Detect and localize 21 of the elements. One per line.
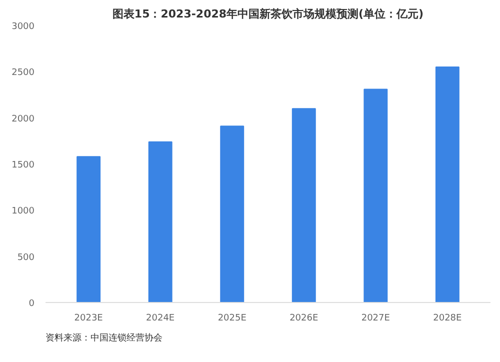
x-tick-label: 2028E bbox=[433, 314, 462, 324]
y-tick-label: 0 bbox=[28, 299, 35, 309]
x-tick-label: 2026E bbox=[290, 314, 318, 324]
bar bbox=[76, 156, 101, 302]
x-tick-label: 2025E bbox=[218, 314, 247, 324]
y-tick-label: 1000 bbox=[12, 206, 35, 217]
bar bbox=[435, 66, 460, 302]
x-tick-label: 2023E bbox=[74, 314, 104, 324]
text: 资料来源：中国连锁经营协会 bbox=[46, 332, 162, 344]
chart-title: 图表15：2023-2028年中国新茶饮市场规模预测(单位：亿元) bbox=[112, 8, 424, 20]
bar bbox=[148, 141, 172, 302]
y-tick-label: 1500 bbox=[12, 160, 35, 170]
x-tick-label: 2027E bbox=[361, 314, 390, 324]
bar bbox=[220, 126, 244, 302]
bar bbox=[292, 108, 316, 302]
bar bbox=[364, 88, 388, 302]
y-tick-label: 500 bbox=[17, 252, 35, 263]
y-tick-label: 2500 bbox=[12, 68, 35, 78]
y-tick-label: 3000 bbox=[12, 22, 35, 32]
y-tick-label: 2000 bbox=[12, 114, 35, 124]
x-tick-label: 2024E bbox=[146, 314, 175, 324]
